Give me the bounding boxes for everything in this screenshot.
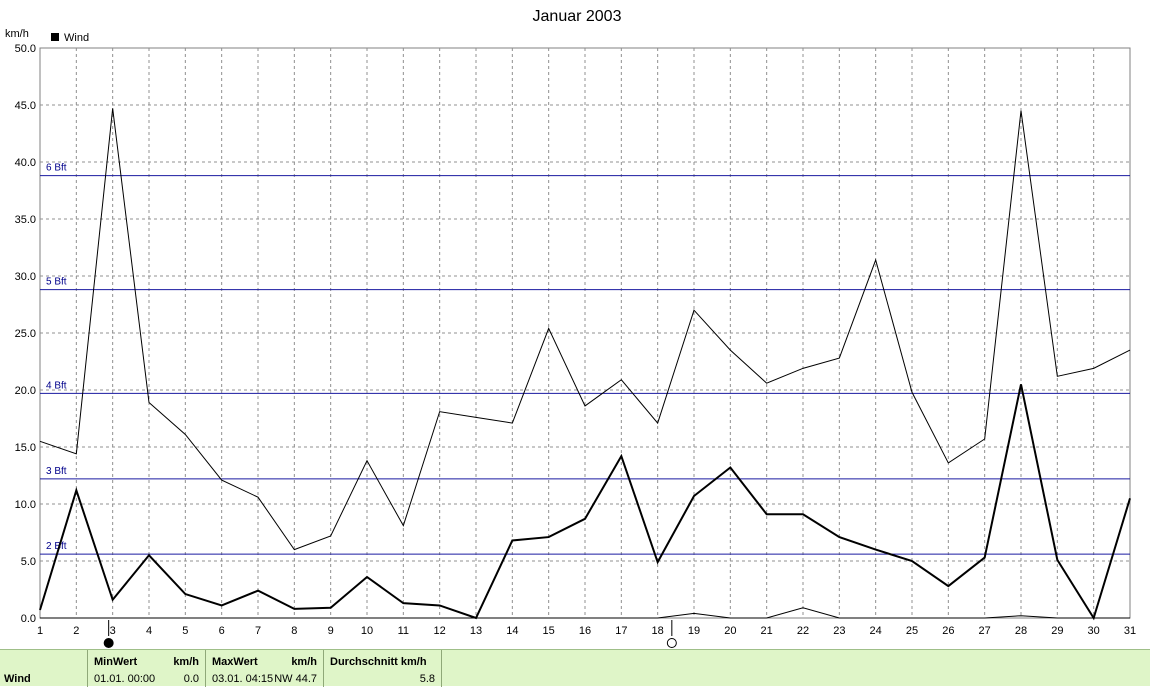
x-tick-label: 7: [255, 625, 261, 637]
y-tick-label: 50.0: [15, 43, 36, 55]
x-tick-label: 12: [434, 625, 446, 637]
avg-header: Durchschnitt km/h: [330, 656, 427, 668]
x-tick-label: 24: [870, 625, 882, 637]
x-tick-label: 19: [688, 625, 700, 637]
x-tick-label: 5: [182, 625, 188, 637]
x-tick-label: 9: [328, 625, 334, 637]
x-tick-label: 27: [979, 625, 991, 637]
min-time: 01.01. 00:00: [94, 673, 156, 685]
series-line-avg: [39, 384, 1131, 621]
x-tick-label: 17: [615, 625, 627, 637]
y-tick-label: 15.0: [15, 442, 36, 454]
x-tick-label: 11: [398, 625, 409, 637]
x-tick-label: 10: [361, 625, 373, 637]
x-tick-label: 18: [652, 625, 664, 637]
x-tick-label: 15: [543, 625, 555, 637]
x-tick-label: 1: [37, 625, 43, 637]
beaufort-label: 3 Bft: [46, 466, 67, 477]
full-moon-icon: [103, 638, 114, 648]
chart-title: Januar 2003: [533, 8, 622, 25]
y-tick-label: 10.0: [15, 499, 36, 511]
beaufort-label: 4 Bft: [46, 380, 67, 391]
y-tick-label: 35.0: [15, 214, 36, 226]
x-tick-label: 8: [291, 625, 297, 637]
new-moon-icon: [666, 638, 677, 648]
y-axis-unit: km/h: [5, 28, 29, 40]
wind-chart: Januar 2003 km/h Wind 2 Bft 3 Bft 4 Bft 5 B…: [5, 8, 1136, 648]
y-tick-label: 25.0: [15, 328, 36, 340]
footer-avg-cell: Durchschnitt km/h 5.8: [324, 650, 442, 687]
beaufort-label: 5 Bft: [46, 277, 67, 288]
x-tick-label: 28: [1015, 625, 1027, 637]
x-tick-label: 30: [1088, 625, 1100, 637]
y-tick-label: 45.0: [15, 100, 36, 112]
footer-min-cell: MinWert km/h 01.01. 00:00 0.0: [88, 650, 206, 687]
x-tick-label: 2: [73, 625, 79, 637]
beaufort-label: 6 Bft: [46, 163, 67, 174]
min-value: 0.0: [183, 673, 199, 685]
x-tick-label: 4: [146, 625, 152, 637]
x-tick-label: 31: [1124, 625, 1136, 637]
footer-row-label-cell: Wind: [0, 650, 88, 687]
min-header: MinWert: [94, 656, 138, 668]
y-tick-label: 30.0: [15, 271, 36, 283]
legend-swatch-wind: [51, 33, 59, 41]
max-header: MaxWert: [212, 656, 258, 668]
max-unit: km/h: [291, 656, 317, 668]
series-line-max: [39, 108, 1131, 551]
y-tick-label: 20.0: [15, 385, 36, 397]
max-value: NW 44.7: [274, 673, 317, 685]
y-tick-label: 5.0: [21, 556, 36, 568]
x-tick-label: 20: [724, 625, 736, 637]
x-tick-label: 6: [219, 625, 225, 637]
x-tick-label: 23: [833, 625, 845, 637]
footer-row-label: Wind: [4, 673, 31, 685]
x-tick-label: 21: [761, 625, 773, 637]
x-tick-label: 22: [797, 625, 809, 637]
statistics-footer: Wind MinWert km/h 01.01. 00:00 0.0 MaxWe…: [0, 649, 1150, 687]
x-tick-label: 26: [942, 625, 954, 637]
footer-max-cell: MaxWert km/h 03.01. 04:15 NW 44.7: [206, 650, 324, 687]
legend-label-wind: Wind: [64, 32, 89, 44]
x-tick-label: 3: [110, 625, 116, 637]
x-tick-label: 16: [579, 625, 591, 637]
min-unit: km/h: [173, 656, 199, 668]
beaufort-reference-lines: 2 Bft 3 Bft 4 Bft 5 Bft 6 Bft: [40, 163, 1130, 555]
series-line-min: [40, 607, 1130, 619]
avg-value: 5.8: [419, 673, 435, 685]
y-tick-label: 0.0: [21, 613, 36, 625]
x-tick-label: 25: [906, 625, 918, 637]
series-lines: [39, 108, 1131, 621]
x-tick-label: 14: [506, 625, 518, 637]
beaufort-label: 2 Bft: [46, 541, 67, 552]
moon-phase-markers: [103, 620, 677, 648]
x-axis-ticks: 1 2 3 4 5 6 7 8 9 10 11 12 13 14 15 16 17 18 19 20 21 22 23 24 2…: [37, 625, 1136, 637]
x-tick-label: 13: [470, 625, 482, 637]
max-time: 03.01. 04:15: [212, 673, 274, 685]
y-tick-label: 40.0: [15, 157, 36, 169]
x-tick-label: 29: [1051, 625, 1063, 637]
y-axis-ticks: 0.0 5.0 10.0 15.0 20.0 25.0 30.0 35.0 40.0 45.0 50…: [15, 43, 36, 625]
grid-lines: [40, 48, 1130, 618]
